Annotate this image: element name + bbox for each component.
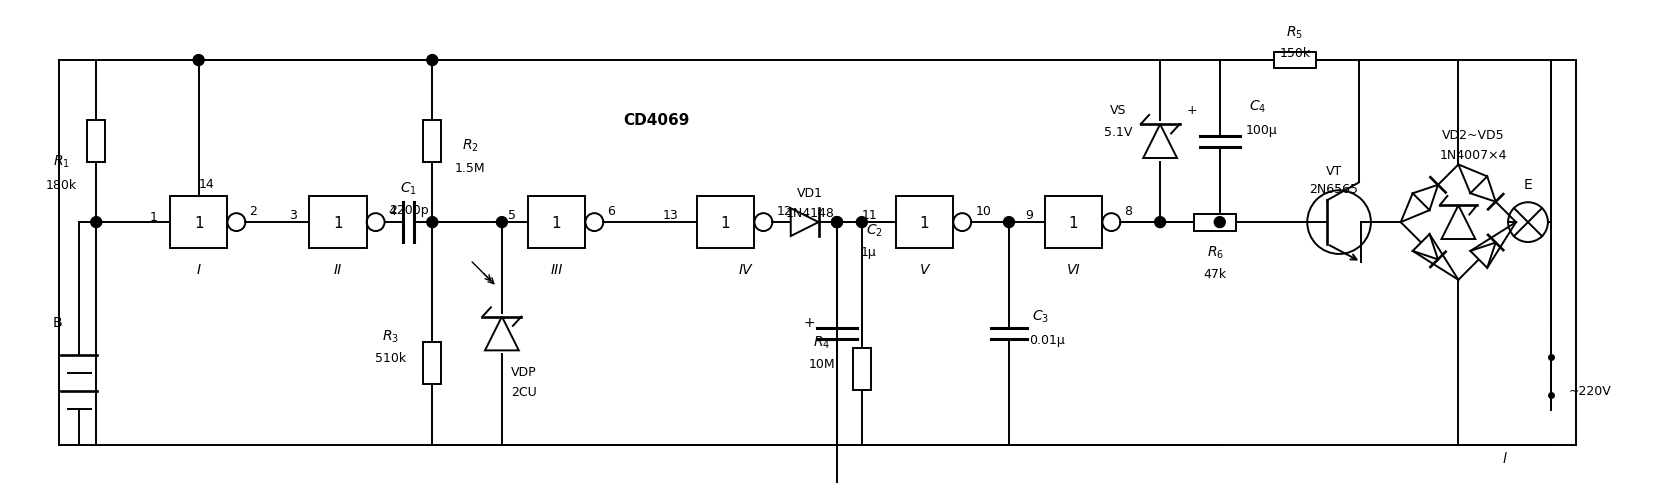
- Text: 1: 1: [193, 215, 203, 230]
- Polygon shape: [1469, 177, 1494, 202]
- Text: VI: VI: [1067, 262, 1080, 276]
- Circle shape: [1153, 217, 1165, 228]
- Text: VD1: VD1: [795, 186, 822, 199]
- Circle shape: [830, 217, 842, 228]
- Text: $C_3$: $C_3$: [1032, 308, 1048, 324]
- Text: 1: 1: [919, 215, 929, 230]
- Text: 10: 10: [975, 204, 990, 217]
- Text: 13: 13: [662, 208, 679, 221]
- Bar: [1273, 52, 1315, 69]
- Text: +: +: [1186, 104, 1196, 117]
- Text: 9: 9: [1025, 208, 1032, 221]
- Text: $R_4$: $R_4$: [814, 333, 830, 350]
- Text: $R_5$: $R_5$: [1286, 25, 1303, 41]
- Text: 4: 4: [388, 204, 396, 217]
- Bar: [527, 197, 586, 248]
- Text: 14: 14: [198, 178, 215, 191]
- Text: $R_1$: $R_1$: [53, 153, 70, 169]
- Polygon shape: [1411, 185, 1438, 211]
- Text: 1: 1: [1068, 215, 1078, 230]
- Text: l: l: [1503, 451, 1506, 465]
- Bar: [1043, 197, 1102, 248]
- Text: 1: 1: [150, 210, 158, 223]
- Text: 5: 5: [508, 208, 516, 221]
- Text: 6: 6: [607, 204, 614, 217]
- Text: VT: VT: [1325, 165, 1341, 178]
- Circle shape: [830, 217, 842, 228]
- Bar: [1193, 214, 1235, 231]
- Text: IV: IV: [739, 262, 752, 276]
- Text: 8: 8: [1123, 204, 1132, 217]
- Bar: [852, 348, 870, 390]
- Bar: [170, 197, 228, 248]
- Text: 1: 1: [721, 215, 730, 230]
- Text: +: +: [802, 315, 814, 329]
- Bar: [696, 197, 754, 248]
- Text: $C_4$: $C_4$: [1248, 99, 1265, 115]
- Text: 510k: 510k: [374, 351, 406, 364]
- Text: $R_6$: $R_6$: [1206, 244, 1223, 260]
- Text: 11: 11: [862, 208, 877, 221]
- Text: 2: 2: [250, 204, 256, 217]
- Text: 1: 1: [333, 215, 343, 230]
- Text: 0.01μ: 0.01μ: [1028, 333, 1063, 346]
- Polygon shape: [1469, 243, 1494, 268]
- Text: 1.5M: 1.5M: [454, 162, 486, 175]
- Text: 1N4148: 1N4148: [785, 206, 834, 219]
- Circle shape: [1003, 217, 1013, 228]
- Bar: [895, 197, 953, 248]
- Text: 10M: 10M: [809, 357, 835, 370]
- Text: ~220V: ~220V: [1567, 384, 1611, 397]
- Text: 180k: 180k: [47, 179, 77, 192]
- Text: CD4069: CD4069: [622, 113, 689, 128]
- Text: 12: 12: [775, 204, 792, 217]
- Text: 1μ: 1μ: [860, 246, 877, 259]
- Text: 5.1V: 5.1V: [1103, 125, 1132, 138]
- Text: V: V: [919, 262, 929, 276]
- Text: 150k: 150k: [1278, 46, 1310, 60]
- Text: 1N4007×4: 1N4007×4: [1439, 149, 1506, 162]
- Text: 2CU: 2CU: [511, 385, 536, 398]
- Text: 2N6565: 2N6565: [1310, 182, 1358, 196]
- Polygon shape: [1441, 206, 1474, 240]
- Bar: [310, 197, 366, 248]
- Bar: [423, 343, 441, 384]
- Text: 3: 3: [290, 208, 296, 221]
- Text: $R_2$: $R_2$: [461, 137, 478, 153]
- Text: VS: VS: [1110, 104, 1127, 117]
- Text: 1: 1: [551, 215, 561, 230]
- Text: B: B: [53, 315, 62, 329]
- Text: I: I: [196, 262, 201, 276]
- Text: II: II: [333, 262, 341, 276]
- Text: $R_3$: $R_3$: [381, 328, 399, 344]
- Circle shape: [426, 217, 438, 228]
- Text: III: III: [551, 262, 562, 276]
- Circle shape: [193, 56, 205, 66]
- Circle shape: [92, 217, 102, 228]
- Text: E: E: [1523, 178, 1531, 192]
- Polygon shape: [1143, 125, 1176, 159]
- Text: $C_1$: $C_1$: [399, 180, 416, 196]
- Text: 2200p: 2200p: [388, 203, 428, 216]
- Circle shape: [496, 217, 508, 228]
- Circle shape: [426, 56, 438, 66]
- Bar: [87, 121, 105, 163]
- Bar: [423, 121, 441, 163]
- Text: 100μ: 100μ: [1245, 123, 1276, 136]
- Circle shape: [1213, 217, 1225, 228]
- Text: VD2~VD5: VD2~VD5: [1441, 129, 1504, 142]
- Text: VDP: VDP: [511, 365, 536, 378]
- Polygon shape: [1411, 235, 1438, 260]
- Text: $C_2$: $C_2$: [865, 223, 882, 239]
- Circle shape: [855, 217, 867, 228]
- Polygon shape: [484, 317, 519, 350]
- Polygon shape: [790, 209, 819, 237]
- Text: 47k: 47k: [1203, 268, 1226, 281]
